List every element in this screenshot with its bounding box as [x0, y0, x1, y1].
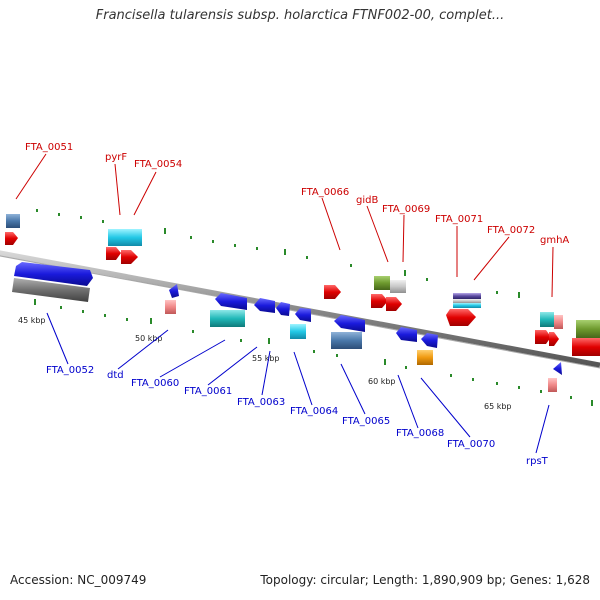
scale-label-55kbp: 55 kbp: [252, 354, 280, 363]
lower-tick-row: [34, 299, 593, 406]
gene-arrow-fta-0070[interactable]: [421, 333, 438, 348]
gene-block-fta-0064-cyan[interactable]: [290, 324, 306, 339]
scale-label-45kbp: 45 kbp: [18, 316, 46, 325]
lower-leaders: [46, 312, 550, 454]
accession-label: Accession: NC_009749: [10, 573, 147, 587]
gene-arrow-fta-0065[interactable]: [334, 315, 365, 332]
gene-block-fta-0065-steel[interactable]: [331, 332, 362, 349]
gene-arrow-gmha-2[interactable]: [549, 332, 559, 346]
gene-arrow-rpst[interactable]: [553, 362, 562, 375]
label-fta-0065[interactable]: FTA_0065: [342, 416, 390, 427]
label-fta-0066[interactable]: FTA_0066: [301, 187, 349, 198]
gene-arrow-fta-0052[interactable]: [14, 262, 93, 286]
label-fta-0051[interactable]: FTA_0051: [25, 142, 73, 153]
scale-label-50kbp: 50 kbp: [135, 334, 163, 343]
label-fta-0052[interactable]: FTA_0052: [46, 365, 94, 376]
gene-block-fta-0070-orange[interactable]: [417, 350, 433, 365]
gene-block-dtd-pink[interactable]: [165, 300, 176, 314]
gene-arrow-fta-0054[interactable]: [121, 250, 138, 264]
gene-arrow-fta-0061[interactable]: [254, 298, 275, 313]
label-dtd[interactable]: dtd: [107, 370, 124, 381]
scale-label-65kbp: 65 kbp: [484, 402, 512, 411]
label-gmha[interactable]: gmhA: [540, 235, 569, 246]
gene-arrow-dtd[interactable]: [169, 284, 179, 298]
genome-backbone: [0, 250, 600, 368]
label-rpst[interactable]: rpsT: [526, 456, 549, 467]
gene-block-edge-green[interactable]: [576, 320, 600, 338]
gene-arrow-fta-0071[interactable]: [446, 309, 476, 326]
gene-block-fta-0051[interactable]: [6, 214, 20, 228]
gene-block-gidb-gray[interactable]: [390, 280, 406, 293]
label-pyrf[interactable]: pyrF: [105, 152, 127, 163]
gene-arrow-fta-0066[interactable]: [324, 285, 341, 299]
gene-arrow-fta-0069[interactable]: [386, 297, 402, 311]
gene-block-fta-0052-gray[interactable]: [12, 278, 90, 302]
gene-block-gidb[interactable]: [374, 276, 390, 290]
gene-arrow-fta-0063[interactable]: [295, 308, 311, 322]
gene-block-fta-0071-purple[interactable]: [453, 293, 481, 299]
genome-stats-label: Topology: circular; Length: 1,890,909 bp…: [260, 573, 590, 587]
label-fta-0070[interactable]: FTA_0070: [447, 439, 495, 450]
label-fta-0072[interactable]: FTA_0072: [487, 225, 535, 236]
gene-arrow-pyrf[interactable]: [106, 247, 121, 260]
label-fta-0068[interactable]: FTA_0068: [396, 428, 444, 439]
gene-arrow-gmha[interactable]: [535, 330, 551, 344]
gene-arrow-fta-0068[interactable]: [396, 327, 417, 342]
gene-arrow-fta-0060[interactable]: [215, 293, 247, 310]
label-gidb[interactable]: gidB: [356, 195, 378, 206]
gene-block-gmha-pink[interactable]: [554, 315, 563, 329]
label-fta-0063[interactable]: FTA_0063: [237, 397, 285, 408]
gene-block-fta-0071-gray[interactable]: [453, 299, 481, 303]
gene-block-fta-0060-teal[interactable]: [210, 310, 245, 327]
upper-tick-row: [36, 209, 520, 298]
label-fta-0061[interactable]: FTA_0061: [184, 386, 232, 397]
upper-leaders: [15, 153, 554, 298]
label-fta-0069[interactable]: FTA_0069: [382, 204, 430, 215]
gene-arrow-fta-0061b[interactable]: [276, 302, 290, 316]
label-fta-0054[interactable]: FTA_0054: [134, 159, 182, 170]
gene-block-rpst-pink[interactable]: [548, 378, 557, 392]
gene-block-fta-0071-cyan[interactable]: [453, 303, 481, 308]
map-title: Francisella tularensis subsp. holarctica…: [95, 8, 505, 23]
label-fta-0060[interactable]: FTA_0060: [131, 378, 179, 389]
gene-block-pyrf[interactable]: [108, 229, 142, 246]
scale-label-60kbp: 60 kbp: [368, 377, 396, 386]
gene-arrow-fta-0051[interactable]: [5, 232, 18, 245]
gene-arrow-gidb[interactable]: [371, 294, 388, 308]
label-fta-0064[interactable]: FTA_0064: [290, 406, 338, 417]
label-fta-0071[interactable]: FTA_0071: [435, 214, 483, 225]
gene-block-gmha-cyan[interactable]: [540, 312, 554, 327]
gene-block-edge-red[interactable]: [572, 338, 600, 356]
